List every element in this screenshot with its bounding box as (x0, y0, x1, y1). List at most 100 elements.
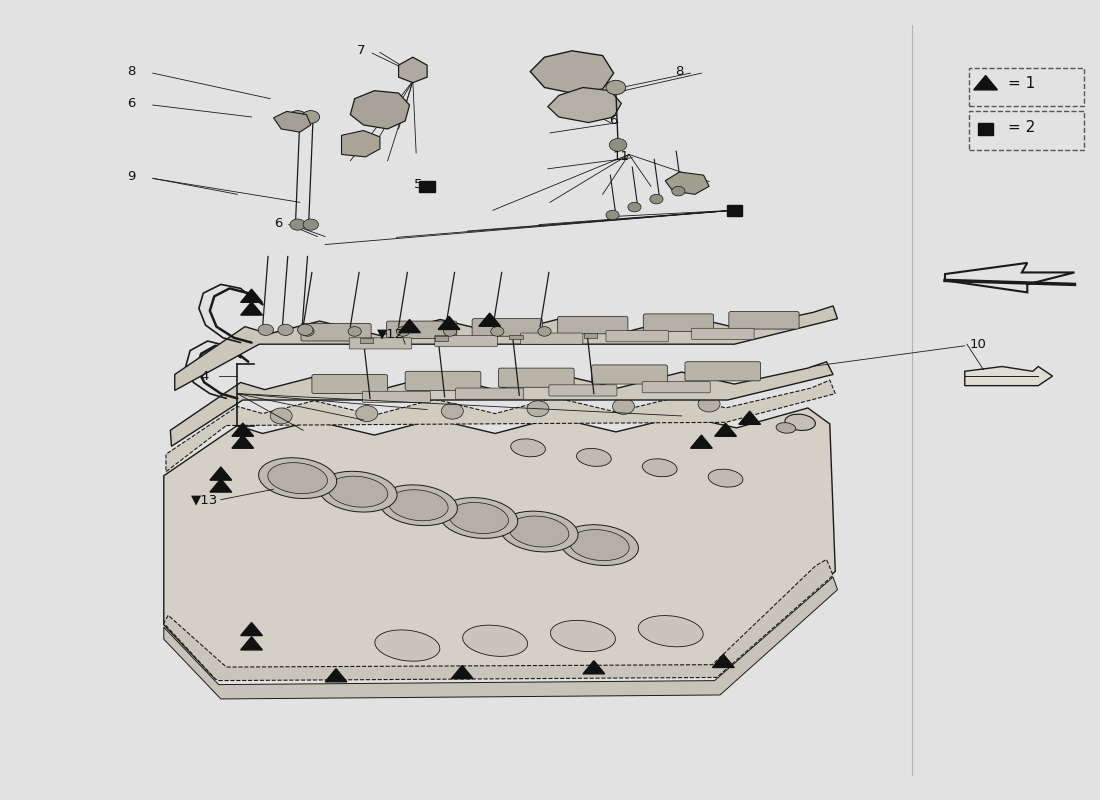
Polygon shape (210, 479, 232, 492)
Polygon shape (974, 75, 998, 90)
FancyBboxPatch shape (362, 391, 430, 402)
Circle shape (443, 326, 456, 336)
Text: 7: 7 (358, 44, 365, 58)
Text: 10: 10 (969, 338, 987, 350)
Text: 8: 8 (675, 65, 684, 78)
Text: 8: 8 (126, 65, 135, 78)
Bar (727, 205, 742, 216)
FancyBboxPatch shape (692, 328, 755, 339)
Circle shape (258, 324, 274, 335)
Circle shape (289, 110, 307, 123)
Bar (509, 334, 522, 339)
Polygon shape (326, 669, 346, 682)
Text: 9: 9 (126, 170, 135, 183)
Circle shape (609, 138, 627, 151)
Ellipse shape (510, 439, 546, 457)
Polygon shape (175, 306, 837, 390)
Circle shape (302, 110, 320, 123)
Polygon shape (583, 661, 605, 674)
Ellipse shape (449, 502, 508, 534)
Ellipse shape (258, 458, 337, 498)
FancyBboxPatch shape (969, 67, 1085, 106)
Ellipse shape (440, 498, 518, 538)
Polygon shape (241, 302, 263, 315)
Ellipse shape (509, 516, 569, 547)
Polygon shape (241, 637, 263, 650)
Polygon shape (164, 408, 835, 679)
Circle shape (606, 80, 626, 94)
Circle shape (304, 219, 319, 230)
Polygon shape (164, 577, 837, 699)
Circle shape (698, 396, 720, 412)
Bar (978, 123, 993, 134)
FancyBboxPatch shape (685, 362, 761, 381)
Polygon shape (715, 423, 736, 436)
FancyBboxPatch shape (472, 318, 542, 336)
Polygon shape (341, 130, 380, 157)
Polygon shape (666, 172, 710, 194)
FancyBboxPatch shape (520, 333, 583, 344)
Polygon shape (438, 316, 460, 330)
Ellipse shape (576, 449, 612, 466)
Text: 6: 6 (126, 97, 135, 110)
Polygon shape (166, 380, 835, 472)
Polygon shape (350, 90, 409, 129)
Circle shape (538, 326, 551, 336)
FancyBboxPatch shape (301, 323, 371, 341)
Ellipse shape (550, 620, 615, 652)
FancyBboxPatch shape (405, 371, 481, 390)
Circle shape (348, 326, 361, 336)
Text: 11: 11 (613, 150, 630, 162)
Circle shape (628, 202, 641, 212)
FancyBboxPatch shape (606, 330, 669, 342)
Polygon shape (232, 435, 254, 448)
Circle shape (650, 194, 663, 204)
Circle shape (613, 398, 635, 414)
Ellipse shape (375, 630, 440, 661)
Circle shape (298, 324, 314, 335)
Text: ▼12: ▼12 (377, 327, 405, 340)
FancyBboxPatch shape (592, 365, 668, 384)
Ellipse shape (463, 625, 528, 656)
Bar (360, 338, 373, 342)
Text: 6: 6 (274, 217, 282, 230)
Text: 6: 6 (609, 114, 618, 127)
Circle shape (301, 326, 315, 336)
FancyBboxPatch shape (434, 335, 497, 346)
Circle shape (290, 219, 306, 230)
Ellipse shape (642, 458, 678, 477)
Polygon shape (274, 111, 311, 132)
FancyBboxPatch shape (312, 374, 387, 394)
Text: = 2: = 2 (1008, 120, 1035, 135)
FancyBboxPatch shape (549, 385, 617, 396)
Ellipse shape (560, 525, 638, 566)
Polygon shape (232, 423, 254, 436)
Polygon shape (241, 289, 263, 302)
Ellipse shape (379, 485, 458, 526)
Ellipse shape (785, 414, 815, 430)
Ellipse shape (267, 462, 328, 494)
Circle shape (491, 326, 504, 336)
Ellipse shape (388, 490, 448, 521)
Polygon shape (478, 313, 500, 326)
Ellipse shape (328, 476, 388, 507)
FancyBboxPatch shape (642, 382, 711, 393)
Circle shape (396, 326, 409, 336)
Polygon shape (164, 559, 833, 681)
Polygon shape (713, 654, 734, 667)
FancyBboxPatch shape (498, 368, 574, 387)
Ellipse shape (570, 530, 629, 561)
Polygon shape (210, 467, 232, 480)
Text: 4: 4 (200, 370, 209, 382)
Bar (419, 181, 435, 192)
FancyBboxPatch shape (729, 311, 799, 329)
Circle shape (672, 186, 685, 196)
Circle shape (441, 403, 463, 419)
Polygon shape (965, 366, 1053, 386)
Ellipse shape (708, 469, 742, 487)
Circle shape (355, 406, 377, 422)
Text: ▼13: ▼13 (190, 493, 218, 506)
Polygon shape (691, 435, 713, 448)
Circle shape (271, 408, 293, 424)
Polygon shape (170, 362, 833, 446)
